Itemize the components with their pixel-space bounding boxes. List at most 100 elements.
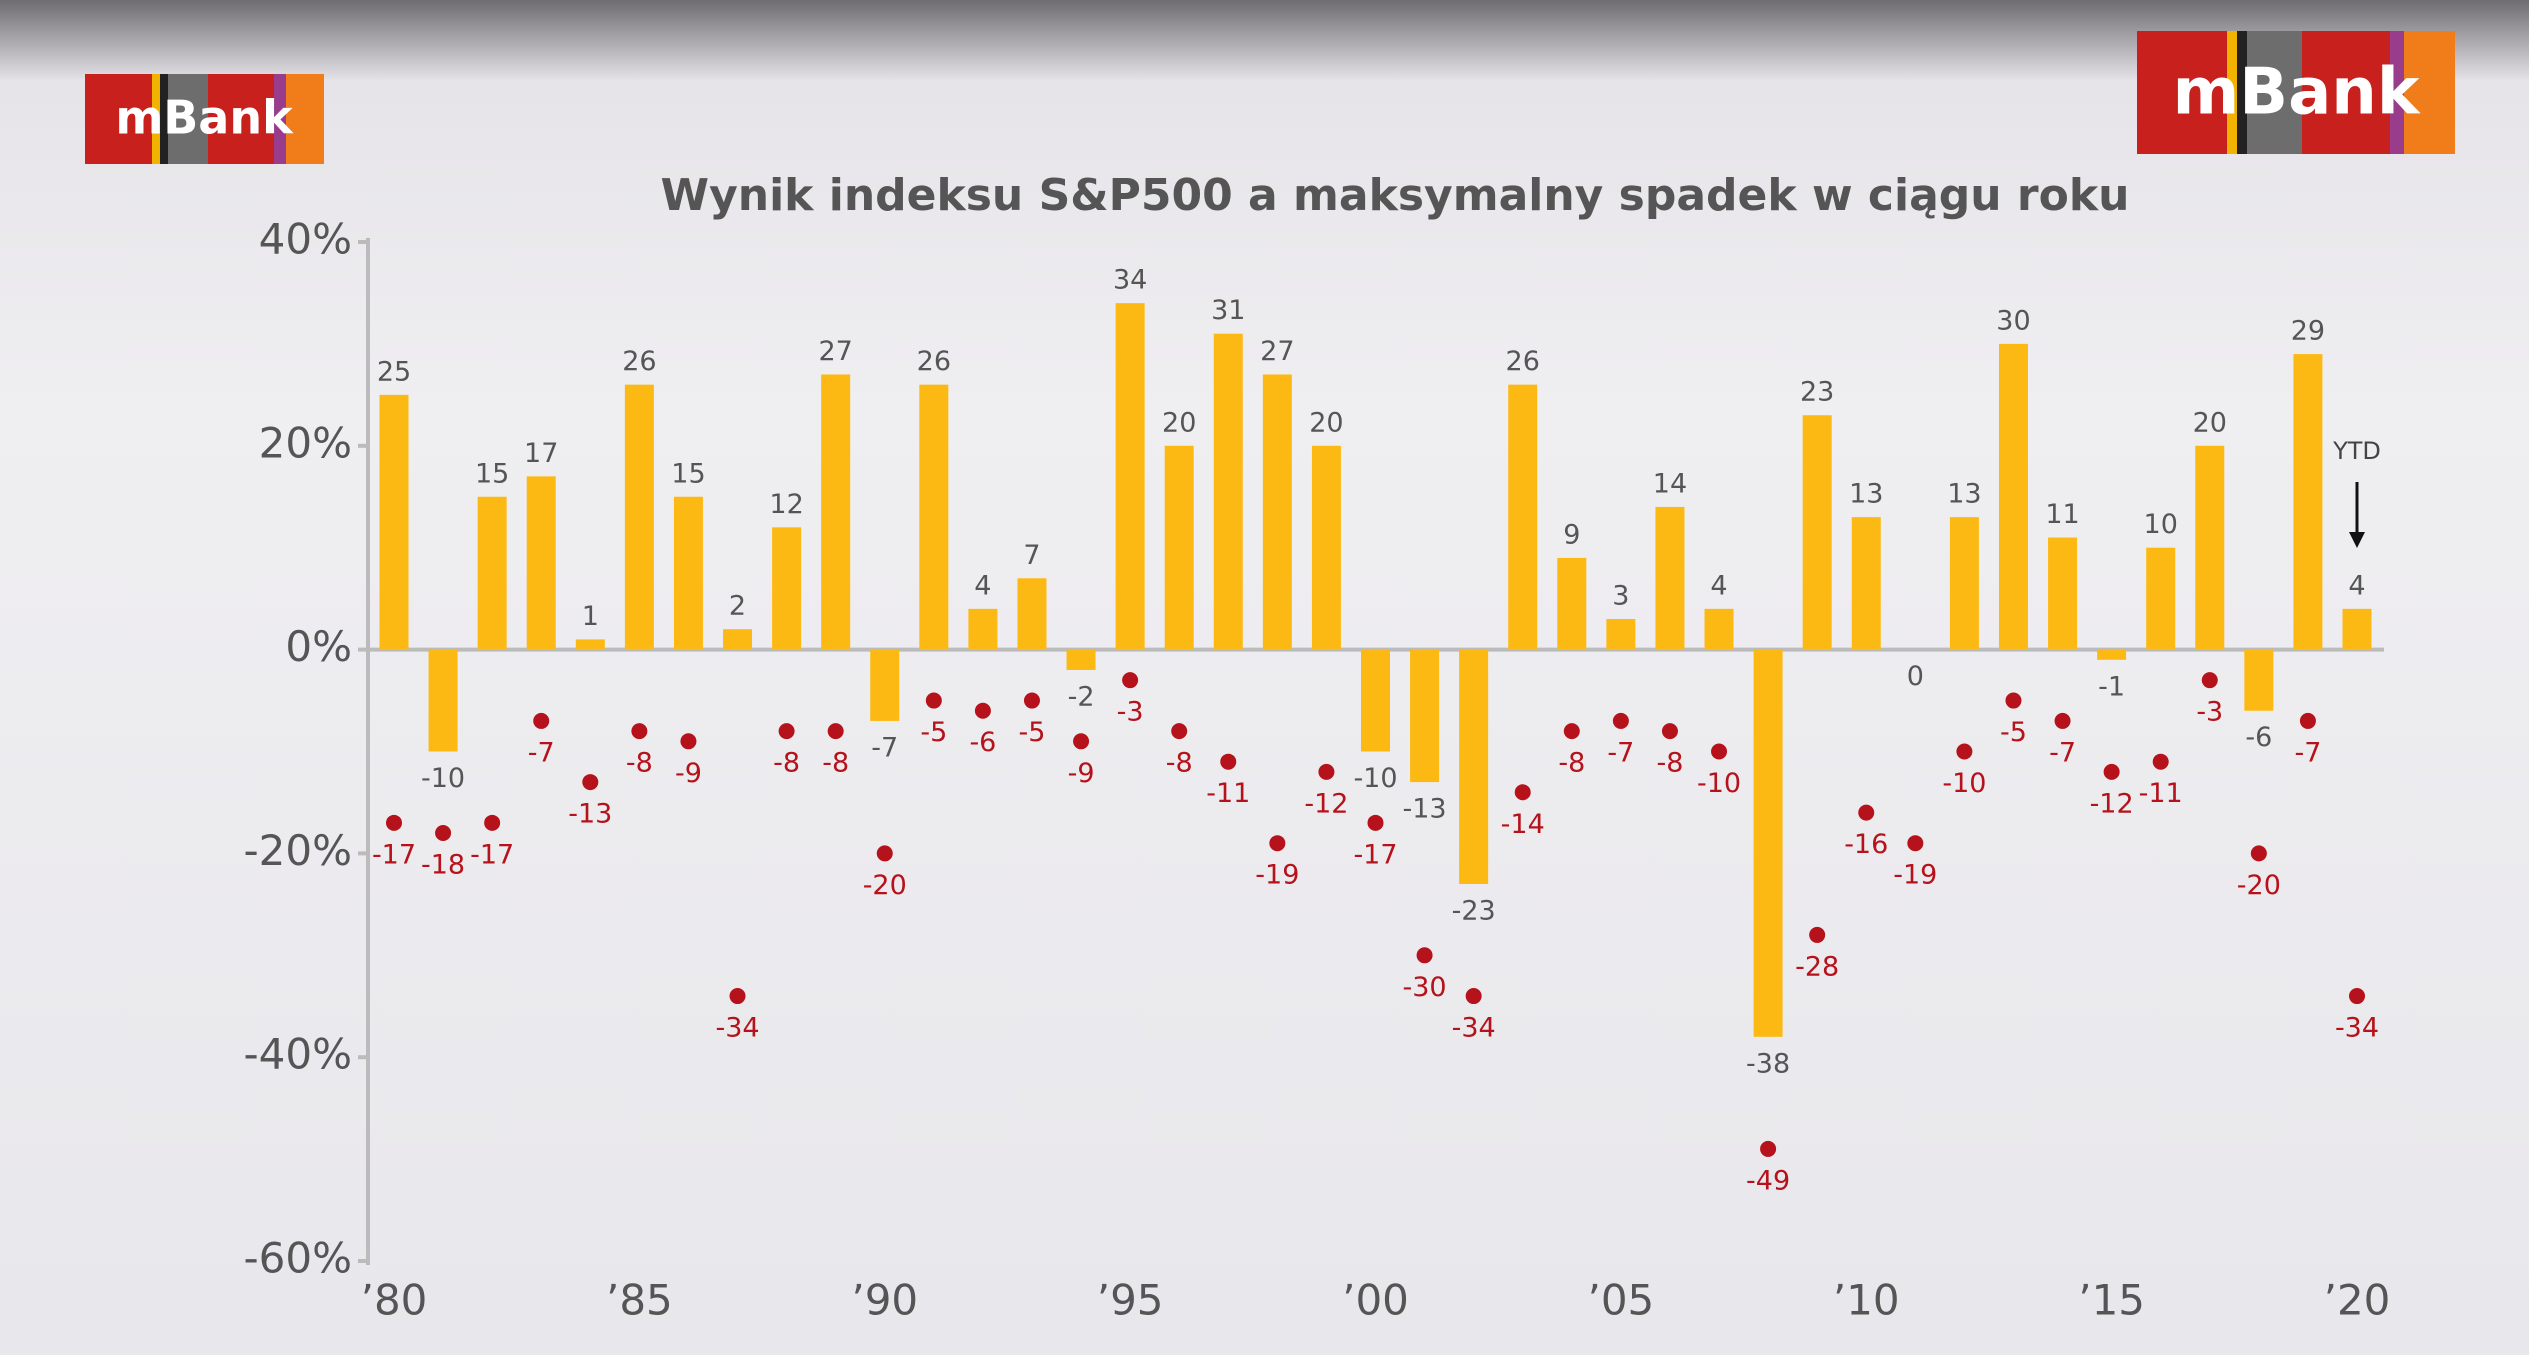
drawdown-label: -16 [1844, 829, 1888, 860]
bar-value-label: 17 [524, 438, 558, 469]
drawdown-dot [1711, 743, 1728, 760]
drawdown-dot [1073, 733, 1090, 750]
x-tick-label: ’10 [1833, 1276, 1900, 1325]
drawdown-dot [1809, 926, 1826, 943]
y-tick-label: 20% [259, 418, 352, 467]
drawdown-label: -19 [1893, 860, 1937, 891]
drawdown-dot [1269, 835, 1286, 852]
drawdown-dot [1661, 723, 1678, 740]
drawdown-label: -7 [2294, 737, 2321, 768]
bar-value-label: -1 [2098, 671, 2125, 702]
drawdown-dot [1220, 753, 1237, 770]
bar [477, 496, 507, 650]
bar [772, 527, 802, 650]
drawdown-label: -34 [2335, 1013, 2379, 1044]
annotation-arrowhead [2349, 532, 2365, 548]
logo-text: mBank [115, 91, 294, 145]
bar-value-label: 3 [1612, 581, 1629, 612]
bar-value-label: 0 [1907, 661, 1924, 692]
bar-value-label: -10 [1353, 763, 1397, 794]
bar [1704, 608, 1734, 650]
drawdown-label: -12 [1304, 788, 1348, 819]
drawdown-dot [2103, 763, 2120, 780]
bar-value-label: 7 [1023, 540, 1040, 571]
drawdown-dot [484, 814, 501, 831]
bar [1361, 649, 1390, 752]
bar [1606, 619, 1636, 650]
drawdown-dot [974, 702, 991, 719]
bar-value-label: -6 [2245, 722, 2272, 753]
bar-value-label: 26 [622, 346, 656, 377]
bar-value-label: 2 [729, 591, 746, 622]
drawdown-label: -11 [1206, 778, 1250, 809]
drawdown-dot [1171, 723, 1188, 740]
drawdown-dot [2201, 672, 2218, 689]
drawdown-dot [1563, 723, 1580, 740]
chart-title: Wynik indeksu S&P500 a maksymalny spadek… [661, 170, 2130, 221]
bar [2097, 649, 2127, 660]
y-tick-label: 40% [259, 215, 352, 264]
bar [624, 384, 654, 650]
drawdown-dot [2054, 712, 2071, 729]
bar-value-label: -38 [1746, 1048, 1790, 1079]
bar-value-label: -13 [1403, 794, 1447, 825]
drawdown-label: -14 [1501, 809, 1545, 840]
bar-value-label: 26 [917, 346, 951, 377]
drawdown-dot [1956, 743, 1973, 760]
bar [1262, 374, 1292, 650]
drawdown-label: -8 [1558, 748, 1585, 779]
drawdown-label: -8 [1166, 748, 1193, 779]
drawdown-label: -12 [2090, 788, 2134, 819]
drawdown-label: -34 [715, 1013, 759, 1044]
drawdown-dot [1612, 712, 1629, 729]
bar-value-label: -23 [1452, 895, 1496, 926]
y-tick-label: -40% [243, 1030, 352, 1079]
drawdown-dot [2005, 692, 2022, 709]
drawdown-label: -5 [2000, 717, 2027, 748]
drawdown-label: -30 [1403, 972, 1447, 1003]
bar-value-label: 29 [2291, 316, 2325, 347]
drawdown-label: -7 [528, 737, 555, 768]
drawdown-label: -17 [1353, 839, 1397, 870]
drawdown-dot [631, 723, 648, 740]
drawdown-dot [876, 845, 893, 862]
bar-value-label: 10 [2144, 509, 2178, 540]
x-tick-label: ’90 [851, 1276, 918, 1325]
bar-value-label: 1 [582, 601, 599, 632]
drawdown-dot [435, 825, 452, 842]
x-tick-label: ’80 [361, 1276, 428, 1325]
bar [821, 374, 851, 650]
bar-value-label: -7 [871, 732, 898, 763]
drawdown-dot [2299, 712, 2316, 729]
drawdown-label: -3 [2196, 697, 2223, 728]
bar [1802, 415, 1832, 650]
x-tick-label: ’85 [606, 1276, 673, 1325]
y-tick-label: -20% [243, 826, 352, 875]
bar-value-label: 13 [1947, 479, 1981, 510]
drawdown-dot [925, 692, 942, 709]
bar-value-label: 11 [2045, 499, 2079, 530]
bar-value-label: 4 [974, 570, 991, 601]
logo-right: mBank [2137, 31, 2455, 154]
drawdown-dot [1416, 947, 1433, 964]
drawdown-dot [1858, 804, 1875, 821]
drawdown-label: -5 [1019, 717, 1046, 748]
bar-value-label: 31 [1211, 295, 1245, 326]
drawdown-dot [2152, 753, 2169, 770]
drawdown-label: -20 [2237, 870, 2281, 901]
drawdown-dot [386, 814, 402, 831]
drawdown-label: -10 [1942, 768, 1986, 799]
bar-value-label: 34 [1113, 265, 1147, 296]
drawdown-dot [1514, 784, 1531, 801]
drawdown-dot [1318, 763, 1335, 780]
bar-value-label: 15 [671, 458, 705, 489]
drawdown-label: -5 [920, 717, 947, 748]
bar [1311, 445, 1341, 650]
drawdown-label: -10 [1697, 768, 1741, 799]
bar [968, 608, 998, 650]
drawdown-label: -17 [372, 839, 416, 870]
logo-left: mBank [85, 74, 324, 164]
bar-value-label: 25 [377, 356, 411, 387]
bar [1115, 303, 1145, 650]
